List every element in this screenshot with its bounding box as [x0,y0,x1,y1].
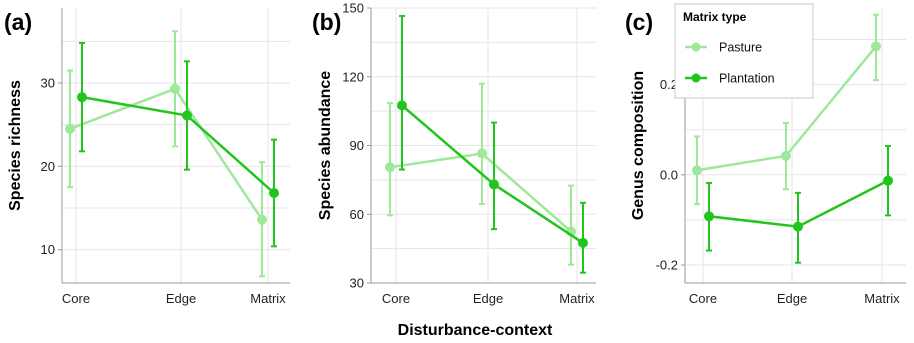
y-tick-label: -0.2 [656,257,678,272]
series-pasture [385,82,576,266]
chart-panel-1: 10 20 30 Core Edge Matrix (a) Species richness [4,8,290,306]
y-tick-label: 120 [342,69,364,84]
series-plantation [397,15,588,274]
data-point-pasture [692,165,702,176]
panel-letter: (c) [625,9,653,35]
x-tick-label: Matrix [864,291,900,306]
y-tick-label: 150 [342,1,364,16]
y-tick-label: 30 [41,76,55,91]
data-point-plantation [269,188,279,198]
panel-letter: (b) [312,9,341,35]
data-point-pasture [65,123,75,134]
legend-swatch-point [691,73,701,83]
data-point-pasture [477,148,487,159]
legend: Matrix type Pasture Plantation [674,3,814,99]
chart-panel-2: 30 60 90 120 150 Core Edge Matrix (b) Species abu… [312,1,596,306]
data-point-plantation [578,237,588,248]
y-axis-label: Species abundance [317,71,334,220]
panels: 10 20 30 Core Edge Matrix (a) Species richness 3… [4,1,906,306]
x-tick-label: Core [382,291,410,306]
data-point-pasture [257,214,267,225]
y-tick-label: 0.0 [660,167,678,182]
series-plantation [704,144,893,264]
data-point-pasture [781,150,791,161]
data-point-plantation [489,179,499,190]
data-point-plantation [793,221,803,232]
panel-letter: (a) [4,9,32,35]
series-line-plantation [401,104,584,244]
x-tick-label: Core [689,291,717,306]
x-tick-label: Edge [777,291,807,306]
series-plantation [77,42,279,248]
chart-panel-3: -0.2 0.0 0.2 Core Edge Matrix (c) Genus composi… [625,3,906,306]
data-point-plantation [704,211,714,222]
x-tick-label: Matrix [559,291,595,306]
legend-entry-plantation: Plantation [719,72,775,86]
y-tick-label: 60 [350,207,364,222]
data-point-pasture [871,41,881,52]
legend-entry-pasture: Pasture [719,41,762,55]
y-tick-label: 20 [41,159,55,174]
series-line-pasture [69,87,264,221]
data-point-pasture [385,162,395,173]
x-tick-label: Matrix [250,291,286,306]
legend-title: Matrix type [683,10,747,24]
series-pasture [692,13,881,206]
y-tick-label: 0.2 [660,77,678,92]
series-line-plantation [81,95,275,194]
y-axis-label: Genus composition [630,71,647,220]
y-tick-label: 10 [41,242,55,257]
series-pasture [65,30,267,278]
data-point-plantation [182,110,192,121]
x-tick-label: Core [62,291,90,306]
y-tick-label: 30 [350,276,364,291]
data-point-plantation [883,175,893,186]
x-tick-label: Edge [473,291,503,306]
data-point-pasture [170,83,180,94]
data-point-plantation [397,100,407,111]
y-axis-label: Species richness [7,80,24,211]
x-tick-label: Edge [166,291,196,306]
shared-x-axis-label: Disturbance-context [398,322,553,339]
legend-swatch-point [691,42,701,52]
series-line-pasture [389,152,572,233]
y-tick-label: 90 [350,138,364,153]
data-point-plantation [77,92,87,103]
